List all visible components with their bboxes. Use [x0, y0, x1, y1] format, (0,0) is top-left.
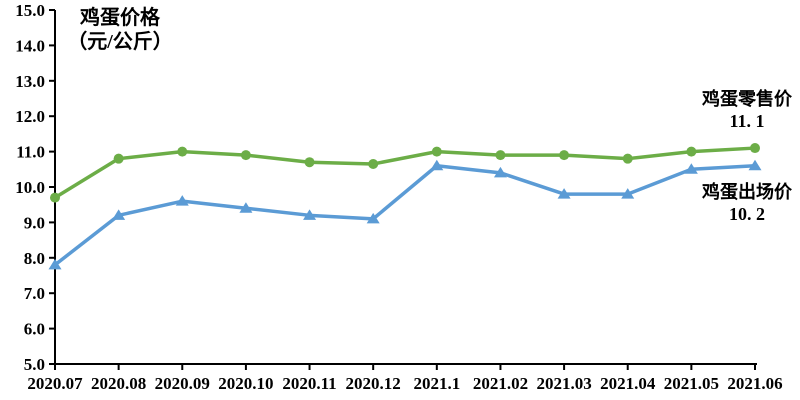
farmgate-marker — [303, 209, 317, 220]
chart-title: 鸡蛋价格 （元/公斤） — [57, 6, 183, 54]
retail-marker — [495, 150, 506, 161]
x-tick-label: 2021.04 — [600, 374, 656, 393]
x-tick-label: 2021.06 — [727, 374, 782, 393]
x-tick-label: 2020.10 — [218, 374, 273, 393]
farmgate-marker — [621, 188, 635, 199]
y-tick-label: 13.0 — [15, 72, 45, 91]
x-tick-label: 2020.08 — [91, 374, 146, 393]
x-tick-label: 2021.05 — [664, 374, 719, 393]
retail-marker — [559, 150, 570, 161]
farmgate-series-value: 10. 2 — [729, 204, 765, 224]
farmgate-marker — [557, 188, 571, 199]
retail-marker — [304, 157, 315, 168]
y-tick-label: 15.0 — [15, 1, 45, 20]
farmgate-marker — [430, 159, 444, 171]
y-tick-label: 9.0 — [24, 213, 45, 232]
retail-marker — [50, 192, 60, 203]
farmgate-marker — [175, 195, 189, 206]
retail-marker — [750, 143, 760, 154]
x-tick-label: 2020.09 — [155, 374, 210, 393]
retail-marker — [686, 146, 697, 157]
retail-marker — [113, 153, 124, 164]
x-tick-label: 2021.02 — [473, 374, 528, 393]
chart-title-line2: （元/公斤） — [67, 31, 173, 53]
x-tick-label: 2020.07 — [27, 374, 83, 393]
y-tick-label: 8.0 — [24, 249, 45, 268]
farmgate-marker — [748, 159, 762, 171]
farmgate-marker — [48, 258, 62, 270]
y-tick-label: 14.0 — [15, 36, 45, 55]
y-tick-label: 5.0 — [24, 355, 45, 374]
retail-series-label: 鸡蛋零售价 — [702, 89, 792, 109]
retail-marker — [368, 158, 379, 169]
chart-title-line1: 鸡蛋价格 — [80, 7, 160, 29]
retail-marker — [177, 146, 188, 157]
x-tick-label: 2021.03 — [536, 374, 591, 393]
farmgate-marker — [366, 212, 380, 224]
farmgate-series-annotation: 鸡蛋出场价 10. 2 — [699, 181, 795, 225]
x-tick-label: 2020.12 — [346, 374, 401, 393]
farmgate-marker — [112, 209, 126, 220]
y-tick-label: 12.0 — [15, 107, 45, 126]
retail-series-annotation: 鸡蛋零售价 11. 1 — [699, 88, 795, 132]
y-tick-label: 11.0 — [16, 143, 45, 162]
retail-series-value: 11. 1 — [729, 111, 765, 131]
y-tick-label: 6.0 — [24, 320, 45, 339]
x-tick-label: 2021.1 — [413, 374, 460, 393]
farmgate-marker — [684, 163, 698, 174]
farmgate-series-label: 鸡蛋出场价 — [702, 182, 792, 202]
x-tick-label: 2020.11 — [282, 374, 336, 393]
y-tick-label: 10.0 — [15, 178, 45, 197]
farmgate-marker — [239, 202, 253, 213]
retail-price-line — [53, 146, 757, 200]
farmgate-price-line — [53, 164, 757, 267]
farmgate-marker — [493, 166, 507, 178]
retail-marker — [240, 150, 251, 161]
retail-marker — [622, 153, 633, 164]
y-tick-label: 7.0 — [24, 284, 45, 303]
retail-marker — [431, 146, 442, 157]
